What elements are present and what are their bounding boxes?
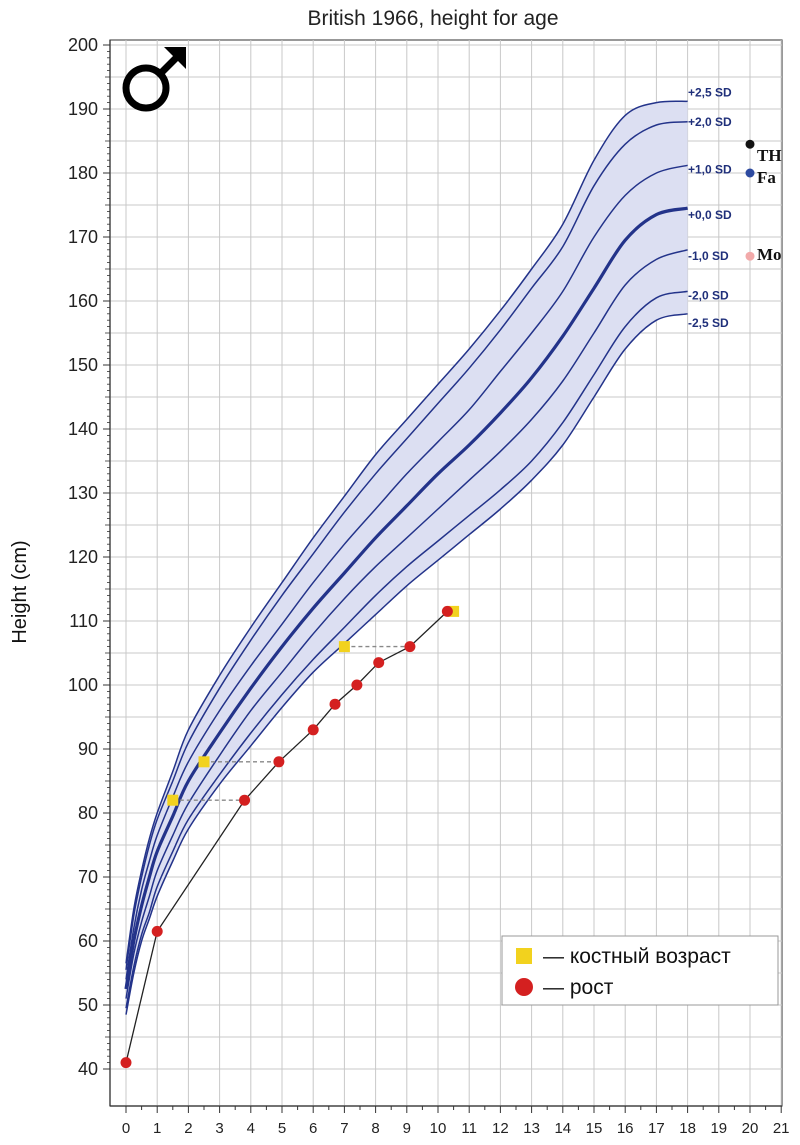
legend-box: [501, 935, 779, 1006]
x-tick-label-6: 6: [309, 1120, 317, 1137]
bone-age-point-2: [338, 641, 350, 653]
patient-data: [120, 605, 460, 1069]
sd-label-0: +2,5 SD: [688, 85, 732, 99]
y-tick-label-100: 100: [68, 675, 98, 695]
sd-curve-5: [125, 290, 688, 1009]
y-tick-label-190: 190: [68, 99, 98, 119]
sd-labels: +2,5 SD +2,0 SD +1,0 SD +0,0 SD -1,0 SD -2,0 …: [688, 85, 732, 329]
parent-marker-th: [745, 139, 755, 149]
x-tick-label-0: 0: [122, 1120, 130, 1137]
x-tick-label-17: 17: [648, 1120, 665, 1137]
x-tick-label-7: 7: [340, 1120, 348, 1137]
x-tick-label-14: 14: [554, 1120, 571, 1137]
parent-label-mo: Mo: [757, 245, 782, 264]
sd-curve-0: [125, 100, 688, 964]
height-line: [125, 610, 448, 1063]
y-tick-label-120: 120: [68, 547, 98, 567]
x-tick-label-15: 15: [586, 1120, 603, 1137]
male-symbol-icon: [122, 47, 186, 112]
height-point-1: [151, 925, 163, 937]
height-point-0: [120, 1057, 132, 1069]
height-point-8: [404, 641, 416, 653]
sd-label-6: -2,5 SD: [688, 316, 729, 330]
bone-age-point-1: [198, 756, 210, 768]
sd-label-3: +0,0 SD: [688, 208, 732, 222]
sd-label-2: +1,0 SD: [688, 162, 732, 176]
height-point-9: [441, 605, 453, 617]
y-tick-label-160: 160: [68, 291, 98, 311]
x-tick-label-1: 1: [153, 1120, 161, 1137]
legend-height-label: — рост: [543, 976, 614, 999]
reference-curves: [124, 100, 688, 1015]
legend-bone-age-marker: [516, 948, 532, 964]
parent-marker-mo: [745, 251, 755, 261]
bone-age-point-3: [448, 605, 460, 617]
x-tick-label-10: 10: [430, 1120, 447, 1137]
x-tick-label-16: 16: [617, 1120, 634, 1137]
y-tick-label-90: 90: [78, 739, 98, 759]
bone-age-point-0: [167, 794, 179, 806]
y-axis-label: Height (cm): [9, 540, 31, 643]
x-tick-label-4: 4: [247, 1120, 255, 1137]
x-tick-label-2: 2: [184, 1120, 192, 1137]
x-tick-label-18: 18: [679, 1120, 696, 1137]
x-tick-label-19: 19: [710, 1120, 727, 1137]
sd-curve-4: [125, 249, 688, 999]
height-point-6: [351, 679, 363, 691]
sd-curve-3: [124, 206, 688, 990]
y-tick-label-150: 150: [68, 355, 98, 375]
x-tick-label-13: 13: [523, 1120, 540, 1137]
sd-curve-2: [125, 164, 688, 980]
height-point-2: [239, 794, 251, 806]
height-point-3: [273, 756, 285, 768]
x-tick-label-8: 8: [371, 1120, 379, 1137]
parent-label-fa: Fa: [757, 168, 776, 187]
y-tick-label-130: 130: [68, 483, 98, 503]
height-point-5: [329, 698, 341, 710]
y-tick-label-80: 80: [78, 803, 98, 823]
y-tick-label-40: 40: [78, 1059, 98, 1079]
parent-marker-fa: [745, 168, 755, 178]
x-axis-ticks: 0 1 2 3 4 5 6 7 8 9 10 11 12 13 14 15 16 17 18 19 20 21: [122, 1106, 790, 1137]
legend-bone-age-label: — костный возраст: [543, 945, 731, 968]
legend-height-marker: [515, 978, 533, 996]
legend: — костный возраст — рост: [501, 935, 779, 1006]
y-tick-label-60: 60: [78, 931, 98, 951]
y-tick-label-110: 110: [69, 611, 98, 631]
y-tick-label-140: 140: [68, 419, 98, 439]
x-tick-label-5: 5: [278, 1120, 286, 1137]
sd-label-4: -1,0 SD: [688, 249, 729, 263]
sd-label-1: +2,0 SD: [688, 115, 732, 129]
parent-label-th: TH: [757, 146, 782, 165]
x-tick-label-11: 11: [461, 1120, 477, 1137]
y-tick-label-200: 200: [68, 35, 98, 55]
y-tick-label-70: 70: [78, 867, 98, 887]
height-point-7: [373, 657, 385, 669]
parental-markers: TH Fa Mo: [745, 139, 782, 264]
sd-band-area: [126, 101, 688, 1015]
y-tick-label-180: 180: [68, 163, 98, 183]
y-tick-label-170: 170: [68, 227, 98, 247]
sd-label-5: -2,0 SD: [688, 288, 729, 302]
sd-band-fill: [126, 101, 688, 1015]
y-axis-ticks: 40 50 60 70 80 90 100 110 120 130 140 150 160 170 180 1…: [68, 35, 110, 1079]
x-tick-label-21: 21: [773, 1120, 790, 1137]
y-tick-label-50: 50: [78, 995, 98, 1015]
x-tick-label-9: 9: [403, 1120, 411, 1137]
x-tick-label-20: 20: [742, 1120, 759, 1137]
sd-curve-1: [125, 121, 688, 970]
height-point-4: [307, 724, 319, 736]
x-tick-label-3: 3: [215, 1120, 223, 1137]
chart-title: British 1966, height for age: [308, 7, 559, 30]
x-tick-label-12: 12: [492, 1120, 509, 1137]
